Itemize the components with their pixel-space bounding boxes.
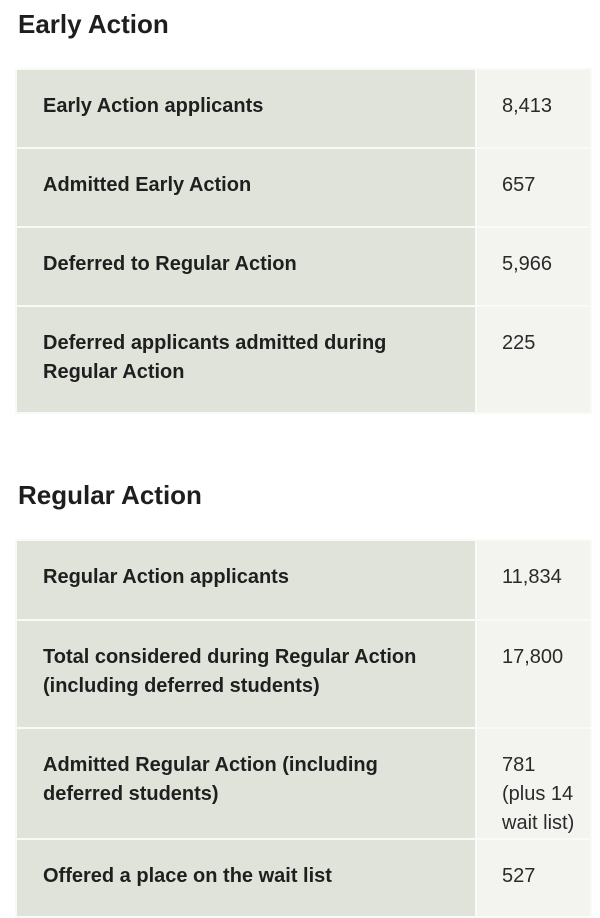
row-value: 225: [475, 305, 592, 414]
row-label: Early Action applicants: [15, 68, 477, 149]
row-value: 527: [475, 838, 592, 918]
row-value: 657: [475, 147, 592, 228]
row-label: Admitted Early Action: [15, 147, 477, 228]
row-value: 11,834: [475, 539, 592, 621]
early-action-table: Early Action applicants 8,413 Admitted E…: [15, 68, 592, 414]
table-row: Offered a place on the wait list 527: [15, 838, 592, 918]
table-row: Admitted Early Action 657: [15, 147, 592, 228]
table-row: Deferred applicants admitted during Regu…: [15, 305, 592, 414]
row-value: 781 (plus 14 wait list): [475, 727, 592, 840]
row-value: 8,413: [475, 68, 592, 149]
row-value: 17,800: [475, 619, 592, 729]
table-row: Total considered during Regular Action (…: [15, 619, 592, 729]
row-label: Regular Action applicants: [15, 539, 477, 621]
row-label: Offered a place on the wait list: [15, 838, 477, 918]
regular-action-table: Regular Action applicants 11,834 Total c…: [15, 539, 592, 918]
table-row: Regular Action applicants 11,834: [15, 539, 592, 621]
table-row: Deferred to Regular Action 5,966: [15, 226, 592, 307]
early-action-heading: Early Action: [18, 9, 169, 39]
row-label: Total considered during Regular Action (…: [15, 619, 477, 729]
row-value: 5,966: [475, 226, 592, 307]
row-label: Admitted Regular Action (including defer…: [15, 727, 477, 840]
table-row: Early Action applicants 8,413: [15, 68, 592, 149]
row-label: Deferred to Regular Action: [15, 226, 477, 307]
regular-action-heading: Regular Action: [18, 480, 202, 510]
table-row: Admitted Regular Action (including defer…: [15, 727, 592, 840]
row-label: Deferred applicants admitted during Regu…: [15, 305, 477, 414]
